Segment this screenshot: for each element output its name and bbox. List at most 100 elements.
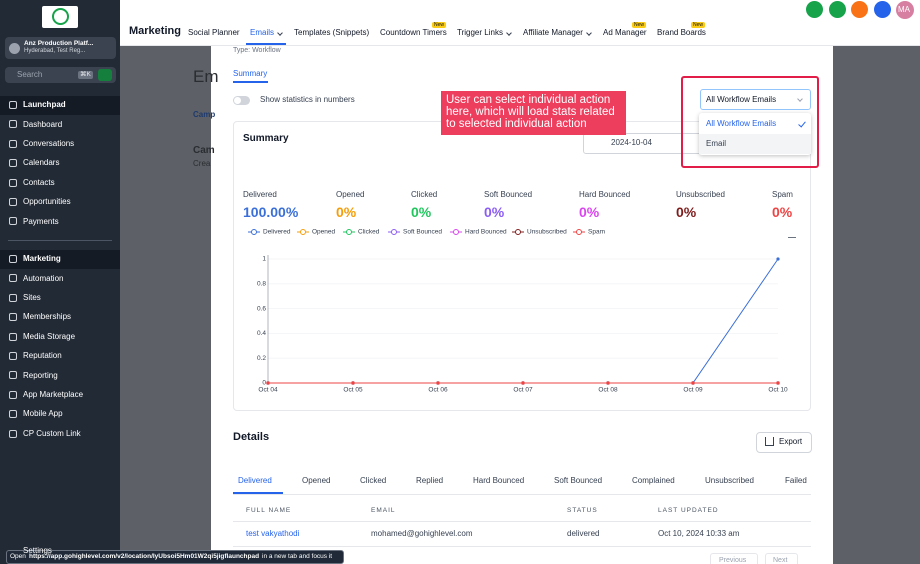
- toggle[interactable]: [233, 96, 250, 105]
- nav-icon: [9, 313, 17, 322]
- details-tab[interactable]: Soft Bounced: [554, 476, 603, 486]
- type-label: Type: Workflow: [233, 46, 281, 54]
- nav-icon: [9, 178, 17, 187]
- top-tab[interactable]: Templates (Snippets): [294, 28, 370, 38]
- callout: [441, 91, 626, 135]
- details-tab[interactable]: Complained: [632, 476, 675, 486]
- dropdown-option[interactable]: Email: [706, 139, 727, 149]
- nav-item[interactable]: Reputation: [23, 351, 62, 361]
- nav-item[interactable]: Opportunities: [23, 197, 71, 207]
- details-tab[interactable]: Delivered: [238, 476, 272, 486]
- previous-button[interactable]: [710, 553, 758, 564]
- export-icon: [765, 437, 774, 446]
- details-tab[interactable]: Unsubscribed: [705, 476, 754, 486]
- y-tick-label: 0.6: [257, 305, 266, 312]
- nav-item[interactable]: Payments: [23, 216, 59, 226]
- stat-value: 0%: [579, 203, 600, 220]
- stat-label: Soft Bounced: [484, 190, 533, 200]
- nav-item[interactable]: CP Custom Link: [23, 428, 81, 438]
- data-point: [776, 381, 780, 385]
- nav-item[interactable]: App Marketplace: [23, 390, 84, 399]
- search-placeholder[interactable]: Search: [17, 70, 43, 80]
- details-tab[interactable]: Hard Bounced: [473, 476, 525, 486]
- logo-mark: [52, 8, 69, 25]
- stat-value: 0%: [484, 203, 505, 220]
- download-icon[interactable]: [788, 230, 796, 238]
- account-switcher[interactable]: [5, 37, 116, 59]
- nav-icon: [9, 429, 17, 438]
- top-tab[interactable]: Countdown Timers: [380, 28, 447, 38]
- active-tab-line: [246, 43, 286, 45]
- stat-label: Hard Bounced: [579, 190, 631, 200]
- top-icon[interactable]: [806, 1, 823, 18]
- date-value[interactable]: 2024-10-04: [611, 138, 652, 148]
- nav-item[interactable]: Dashboard: [23, 119, 63, 129]
- nav-icon: [9, 159, 17, 168]
- dropdown[interactable]: [700, 89, 811, 110]
- details-title: Details: [233, 431, 270, 444]
- nav-active: [0, 250, 120, 269]
- nav-item[interactable]: Reporting: [23, 370, 58, 380]
- details-tab[interactable]: Replied: [416, 476, 444, 486]
- page-heading: Em: [193, 66, 219, 86]
- previous-label[interactable]: Previous: [719, 556, 747, 564]
- column-header: EMAIL: [371, 507, 396, 515]
- export-label[interactable]: Export: [779, 437, 803, 447]
- nav-icon: [9, 332, 17, 341]
- quick-action[interactable]: [98, 69, 112, 81]
- table-cell: Oct 10, 2024 10:33 am: [658, 529, 740, 539]
- legend-swatch: [576, 229, 582, 235]
- top-tab[interactable]: Brand Boards: [657, 28, 706, 38]
- top-icon[interactable]: [829, 1, 846, 18]
- top-icon[interactable]: [874, 1, 891, 18]
- table-cell[interactable]: test vakyathodi: [246, 529, 300, 539]
- nav-item[interactable]: Automation: [23, 273, 64, 283]
- data-point: [691, 381, 695, 385]
- new-badge: New: [632, 22, 647, 28]
- details-tab[interactable]: Opened: [302, 476, 331, 486]
- nav-icon: [9, 101, 17, 109]
- nav-item[interactable]: Launchpad: [23, 100, 66, 110]
- y-tick-label: 1: [262, 256, 266, 263]
- top-tab[interactable]: Affiliate Manager: [523, 28, 583, 38]
- y-tick-label: 0.4: [257, 330, 266, 337]
- dropdown-option[interactable]: All Workflow Emails: [706, 119, 777, 129]
- summary-tab[interactable]: Summary: [233, 69, 268, 79]
- nav-item[interactable]: Calendars: [23, 158, 60, 168]
- legend-swatch: [300, 229, 306, 235]
- next-button[interactable]: [765, 553, 798, 564]
- x-tick-label: Oct 06: [428, 387, 448, 394]
- y-tick-label: 0: [262, 380, 266, 387]
- next-label[interactable]: Next: [773, 556, 788, 564]
- account-name: Anz Production Platf...: [24, 40, 94, 48]
- nav-item[interactable]: Settings: [23, 546, 52, 556]
- top-tab[interactable]: Emails: [250, 28, 275, 38]
- details-tab[interactable]: Failed: [785, 476, 807, 486]
- top-tab[interactable]: Social Planner: [188, 28, 240, 38]
- avatar[interactable]: [896, 1, 914, 19]
- dropdown-value[interactable]: All Workflow Emails: [706, 95, 777, 105]
- legend-label: Hard Bounced: [465, 229, 507, 236]
- nav-item[interactable]: Memberships: [23, 312, 72, 322]
- nav-item[interactable]: Marketing: [23, 254, 61, 264]
- search-box[interactable]: [5, 67, 116, 83]
- series-line: [268, 258, 779, 384]
- table-cell: mohamed@gohighlevel.com: [371, 529, 473, 539]
- export-button[interactable]: [756, 432, 812, 453]
- nav-icon: [9, 390, 17, 399]
- top-tab[interactable]: Trigger Links: [457, 28, 503, 38]
- nav-item[interactable]: Media Storage: [23, 331, 76, 341]
- details-tab[interactable]: Clicked: [360, 476, 387, 486]
- tab-underline: [233, 81, 268, 83]
- account-location: Hyderabad, Test Reg...: [24, 48, 86, 55]
- nav-item[interactable]: Contacts: [23, 177, 55, 187]
- nav-item[interactable]: Mobile App: [23, 409, 63, 419]
- legend-swatch: [391, 229, 397, 235]
- top-tab[interactable]: Ad Manager: [603, 28, 647, 38]
- nav-item[interactable]: Conversations: [23, 139, 75, 148]
- data-point: [436, 381, 440, 385]
- legend-label: Delivered: [263, 229, 291, 236]
- top-icon[interactable]: [851, 1, 868, 18]
- stat-label: Delivered: [243, 190, 277, 200]
- nav-item[interactable]: Sites: [23, 293, 41, 302]
